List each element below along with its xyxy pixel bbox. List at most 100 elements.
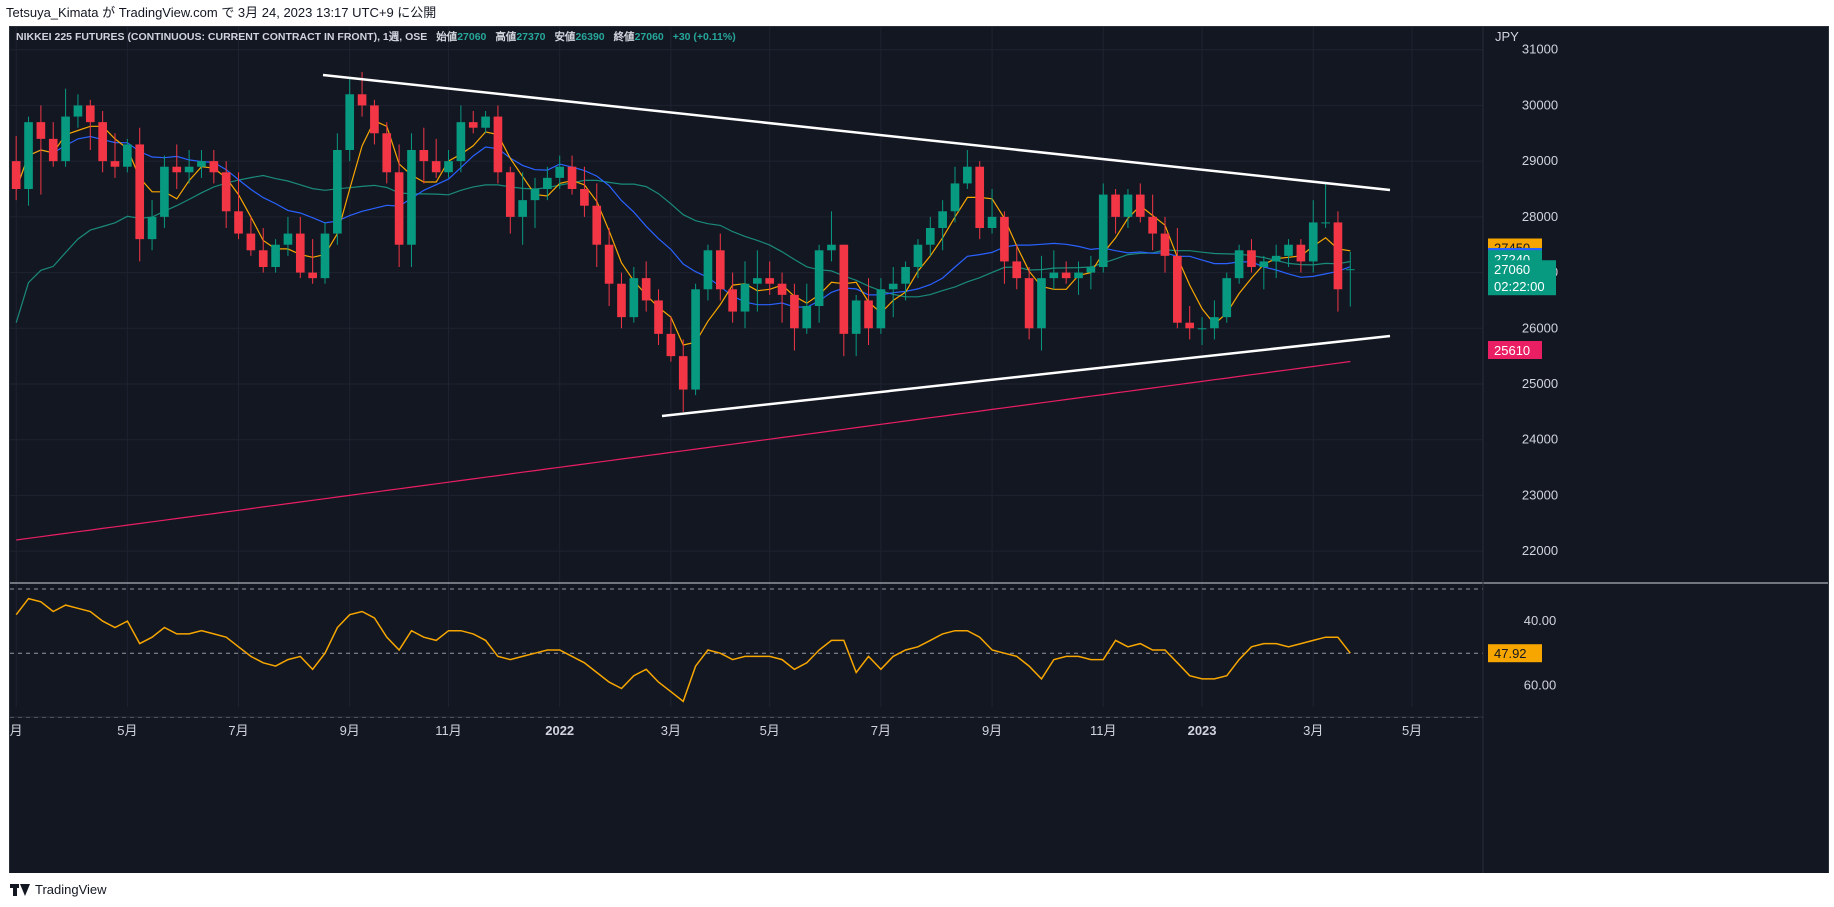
candle[interactable]	[1247, 239, 1256, 273]
candle[interactable]	[963, 150, 972, 189]
candle[interactable]	[73, 94, 83, 128]
candle-body[interactable]	[1000, 216, 1009, 262]
candle[interactable]	[666, 317, 676, 362]
candle-body[interactable]	[678, 356, 688, 390]
candle-body[interactable]	[160, 166, 169, 217]
candle[interactable]	[888, 267, 898, 318]
tradingview-brand[interactable]: TradingView	[10, 882, 107, 897]
candle[interactable]	[1012, 244, 1022, 290]
candle[interactable]	[555, 155, 565, 189]
candle[interactable]	[1345, 251, 1355, 307]
candle-body[interactable]	[975, 166, 985, 228]
candle-body[interactable]	[580, 189, 589, 206]
candle-body[interactable]	[333, 150, 342, 234]
candle-body[interactable]	[666, 333, 676, 357]
candle[interactable]	[308, 239, 317, 284]
candle[interactable]	[370, 99, 379, 145]
candle-body[interactable]	[728, 289, 737, 312]
candle[interactable]	[1308, 200, 1318, 273]
candle[interactable]	[1321, 183, 1330, 228]
candle[interactable]	[641, 261, 651, 312]
candle-body[interactable]	[567, 166, 577, 189]
candle[interactable]	[839, 244, 849, 357]
candle[interactable]	[1234, 244, 1244, 284]
candle-body[interactable]	[407, 150, 416, 245]
candle-body[interactable]	[1222, 278, 1232, 318]
candle[interactable]	[209, 150, 219, 184]
candle[interactable]	[98, 111, 107, 173]
candle-body[interactable]	[36, 122, 46, 139]
candle[interactable]	[678, 339, 688, 412]
candle-body[interactable]	[715, 250, 725, 290]
candle[interactable]	[802, 283, 812, 334]
candle[interactable]	[1222, 272, 1232, 323]
candle[interactable]	[407, 133, 416, 267]
candle[interactable]	[197, 150, 206, 178]
candle[interactable]	[493, 105, 503, 184]
candle[interactable]	[1160, 216, 1170, 273]
candle[interactable]	[1111, 189, 1120, 234]
candle[interactable]	[851, 294, 861, 357]
candle-body[interactable]	[1210, 317, 1219, 329]
candle[interactable]	[456, 105, 466, 173]
candle-body[interactable]	[1074, 272, 1083, 279]
candle-body[interactable]	[98, 122, 107, 162]
candle-body[interactable]	[61, 116, 70, 162]
candle-body[interactable]	[1086, 267, 1096, 273]
candle-body[interactable]	[1271, 255, 1281, 262]
candle[interactable]	[703, 244, 713, 301]
candle-body[interactable]	[1173, 255, 1182, 323]
candle[interactable]	[110, 133, 120, 178]
candle-body[interactable]	[777, 283, 787, 295]
candle-body[interactable]	[493, 116, 503, 173]
candle-body[interactable]	[1098, 194, 1108, 267]
candle-body[interactable]	[357, 94, 367, 106]
candle-body[interactable]	[431, 161, 441, 173]
candle-body[interactable]	[765, 278, 775, 284]
candle-body[interactable]	[802, 306, 812, 329]
candle[interactable]	[654, 289, 663, 345]
candle[interactable]	[1061, 261, 1071, 284]
candle[interactable]	[913, 239, 923, 279]
candle-body[interactable]	[505, 172, 515, 217]
candle-body[interactable]	[283, 233, 293, 245]
candle-body[interactable]	[197, 161, 206, 167]
candle[interactable]	[592, 183, 602, 267]
candle-body[interactable]	[147, 216, 157, 240]
candle-body[interactable]	[419, 150, 429, 162]
candle-body[interactable]	[790, 294, 799, 329]
candle[interactable]	[36, 105, 46, 195]
chart-frame[interactable]: 60.00 40.00 47.92 22000 23000 24000 25000 2600…	[9, 26, 1829, 874]
candle-body[interactable]	[1135, 194, 1145, 217]
candle[interactable]	[85, 99, 95, 150]
candle-body[interactable]	[1037, 278, 1046, 329]
candle-body[interactable]	[876, 289, 886, 329]
candle-body[interactable]	[888, 283, 898, 290]
candle[interactable]	[24, 116, 33, 206]
candle-body[interactable]	[1321, 222, 1330, 224]
candle[interactable]	[790, 283, 799, 351]
candle[interactable]	[431, 138, 441, 178]
candle[interactable]	[518, 172, 527, 245]
candle-body[interactable]	[1012, 261, 1022, 279]
candle-body[interactable]	[1345, 269, 1355, 271]
candle-body[interactable]	[901, 267, 910, 284]
candle-body[interactable]	[246, 233, 256, 251]
candle-body[interactable]	[24, 122, 33, 189]
candle[interactable]	[481, 111, 490, 134]
candle-body[interactable]	[925, 228, 935, 245]
candle-body[interactable]	[1185, 322, 1195, 329]
candle[interactable]	[740, 261, 750, 329]
candle[interactable]	[468, 111, 478, 134]
candle-body[interactable]	[518, 200, 527, 217]
candle-body[interactable]	[320, 233, 330, 279]
candle[interactable]	[1284, 239, 1293, 267]
candle[interactable]	[147, 200, 157, 251]
candles[interactable]	[11, 72, 1355, 412]
candle[interactable]	[123, 138, 132, 173]
candle-body[interactable]	[963, 166, 972, 184]
candle[interactable]	[246, 216, 256, 256]
candle-body[interactable]	[814, 250, 824, 306]
candle[interactable]	[1049, 250, 1059, 290]
candle-body[interactable]	[827, 244, 836, 251]
